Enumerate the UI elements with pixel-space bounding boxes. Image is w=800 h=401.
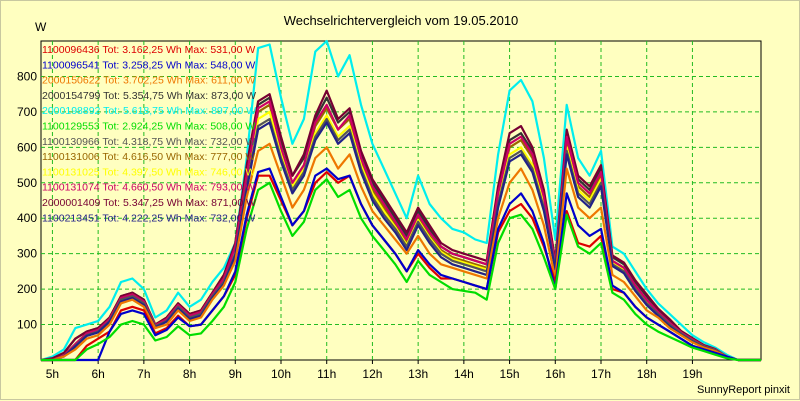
legend-series-stats: Tot: 5.347,25 Wh Max: 871,00 W — [103, 197, 256, 209]
legend-series-id: 2000198892 — [42, 105, 103, 117]
legend-entry: 1100131074 Tot: 4.660,50 Wh Max: 793,00 … — [42, 182, 255, 194]
series-line-1100129553 — [41, 178, 761, 362]
footer-credit: SunnyReport pinxit — [697, 384, 790, 396]
legend-entry: 1100129553 Tot: 2.924,25 Wh Max: 508,00 … — [42, 121, 255, 133]
series-lines — [40, 39, 761, 362]
legend-series-id: 2000154799 — [42, 90, 103, 102]
x-tick-label: 8h — [183, 367, 196, 381]
series-line-1100213451 — [41, 121, 761, 362]
legend-series-id: 2000150622 — [42, 75, 103, 87]
legend-series-id: 1100213451 — [42, 212, 102, 224]
y-tick-label: 600 — [17, 140, 37, 154]
y-tick-label: 800 — [17, 69, 37, 83]
legend-series-id: 1100096436 — [42, 44, 102, 56]
x-tick-label: 12h — [362, 367, 382, 381]
y-axis-label: W — [35, 20, 47, 34]
legend-entry: 2000154799 Tot: 5.354,75 Wh Max: 873,00 … — [42, 90, 256, 102]
y-tick-label: 300 — [17, 247, 37, 261]
x-tick-label: 17h — [591, 367, 611, 381]
legend-series-id: 1100131025 — [42, 166, 102, 178]
legend-entry: 2000198892 Tot: 5.618,75 Wh Max: 897,00 … — [42, 105, 256, 117]
legend-series-stats: Tot: 4.660,50 Wh Max: 793,00 W — [102, 182, 255, 194]
x-tick-label: 19h — [682, 367, 702, 381]
x-tick-label: 14h — [454, 367, 474, 381]
x-tick-label: 18h — [637, 367, 657, 381]
x-tick-label: 16h — [545, 367, 565, 381]
x-tick-label: 11h — [317, 367, 336, 381]
legend-series-stats: Tot: 2.924,25 Wh Max: 508,00 W — [102, 121, 255, 133]
legend-series-stats: Tot: 3.702,25 Wh Max: 611,00 W — [103, 75, 255, 87]
legend-series-stats: Tot: 4.318,75 Wh Max: 732,00 W — [102, 136, 255, 148]
y-tick-label: 500 — [17, 176, 37, 190]
legend-entry: 2000150622 Tot: 3.702,25 Wh Max: 611,00 … — [42, 75, 255, 87]
y-tick-label: 100 — [17, 318, 37, 332]
x-axis-ticks: 5h 6h 7h 8h 9h 10h 11h 12h 13h 14h 15h 16h 17h 18h 19h — [46, 360, 702, 381]
x-tick-label: 10h — [271, 367, 291, 381]
series-line-1100096541 — [41, 167, 761, 362]
legend: 1100096436 Tot: 3.162,25 Wh Max: 531,00 … — [42, 44, 256, 224]
legend-series-stats: Tot: 5.618,75 Wh Max: 897,00 W — [103, 105, 256, 117]
legend-series-id: 1100131006 — [42, 151, 102, 163]
legend-entry: 1100130966 Tot: 4.318,75 Wh Max: 732,00 … — [42, 136, 255, 148]
legend-entry: 1100213451 Tot: 4.222,25 Wh Max: 732,00 … — [42, 212, 255, 224]
series-line-2000150622 — [41, 142, 761, 362]
y-tick-label: 200 — [17, 282, 37, 296]
legend-series-stats: Tot: 3.162,25 Wh Max: 531,00 W — [102, 44, 255, 56]
legend-series-id: 1100130966 — [42, 136, 102, 148]
legend-entry: 1100131025 Tot: 4.397,50 Wh Max: 746,00 … — [42, 166, 255, 178]
legend-series-stats: Tot: 4.397,50 Wh Max: 746,00 W — [102, 166, 255, 178]
y-tick-label: 700 — [17, 105, 37, 119]
y-axis-ticks: 100 200 300 400 500 600 700 800 — [17, 69, 37, 331]
legend-series-id: 1100096541 — [42, 59, 102, 71]
chart-title: Wechselrichtervergleich vom 19.05.2010 — [284, 13, 519, 28]
series-line-2000198892 — [40, 39, 761, 362]
x-tick-label: 9h — [229, 367, 242, 381]
legend-series-stats: Tot: 5.354,75 Wh Max: 873,00 W — [103, 90, 256, 102]
x-tick-label: 15h — [500, 367, 520, 381]
legend-series-stats: Tot: 3.258,25 Wh Max: 548,00 W — [102, 59, 255, 71]
legend-entry: 2000001409 Tot: 5.347,25 Wh Max: 871,00 … — [42, 197, 256, 209]
x-tick-label: 13h — [408, 367, 428, 381]
legend-series-stats: Tot: 4.222,25 Wh Max: 732,00 W — [102, 212, 255, 224]
legend-series-id: 1100129553 — [42, 121, 102, 133]
plot-area — [40, 40, 762, 361]
series-line-1100131074 — [41, 100, 761, 362]
legend-entry: 1100096436 Tot: 3.162,25 Wh Max: 531,00 … — [42, 44, 255, 56]
legend-entry: 1100131006 Tot: 4.616,50 Wh Max: 777,00 … — [42, 151, 255, 163]
legend-series-id: 2000001409 — [42, 197, 103, 209]
x-tick-label: 7h — [137, 367, 150, 381]
legend-series-stats: Tot: 4.616,50 Wh Max: 777,00 W — [102, 151, 255, 163]
x-tick-label: 5h — [46, 367, 59, 381]
y-tick-label: 400 — [17, 211, 37, 225]
x-tick-label: 6h — [91, 367, 104, 381]
legend-series-id: 1100131074 — [42, 182, 102, 194]
legend-entry: 1100096541 Tot: 3.258,25 Wh Max: 548,00 … — [42, 59, 255, 71]
